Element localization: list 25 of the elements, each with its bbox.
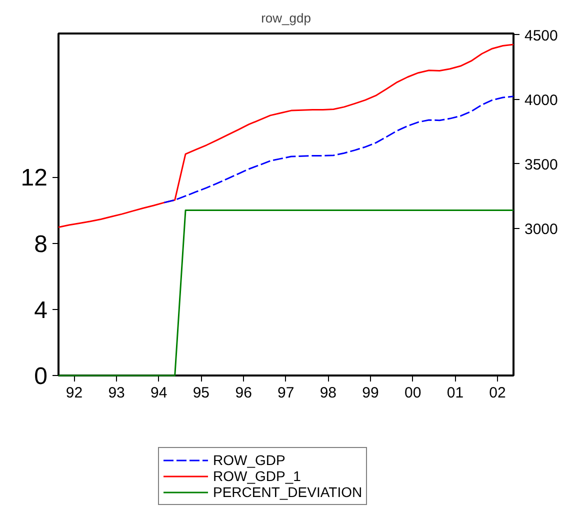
x-tick-label: 99 <box>362 384 379 402</box>
legend-label: PERCENT_DEVIATION <box>213 484 362 500</box>
y-tick-label: 12 <box>20 164 48 192</box>
line-series <box>58 44 514 228</box>
y-tick-label: 0 <box>34 363 48 390</box>
chart-title: row_gdp <box>261 10 311 26</box>
y2-tick-label: 4000 <box>524 92 558 109</box>
x-tick-label: 96 <box>235 384 252 402</box>
y2-tick-label: 3000 <box>524 220 558 238</box>
x-tick-label: 93 <box>108 384 125 402</box>
legend-label: ROW_GDP_1 <box>213 468 301 484</box>
y-tick-label: 4 <box>34 296 48 324</box>
x-tick-label: 95 <box>192 384 210 402</box>
x-tick-label: 02 <box>489 384 506 402</box>
x-tick-label: 97 <box>278 384 294 402</box>
y2-tick-label: 4500 <box>524 27 558 44</box>
y-tick-label: 8 <box>34 230 48 258</box>
x-tick-label: 92 <box>66 384 83 402</box>
x-tick-label: 00 <box>404 384 422 402</box>
x-tick-label: 01 <box>446 384 464 402</box>
y2-tick-label: 3500 <box>524 156 558 174</box>
x-tick-label: 98 <box>320 384 337 402</box>
x-tick-label: 94 <box>150 384 168 402</box>
legend-label: ROW_GDP <box>213 452 286 468</box>
line-series <box>163 96 514 204</box>
